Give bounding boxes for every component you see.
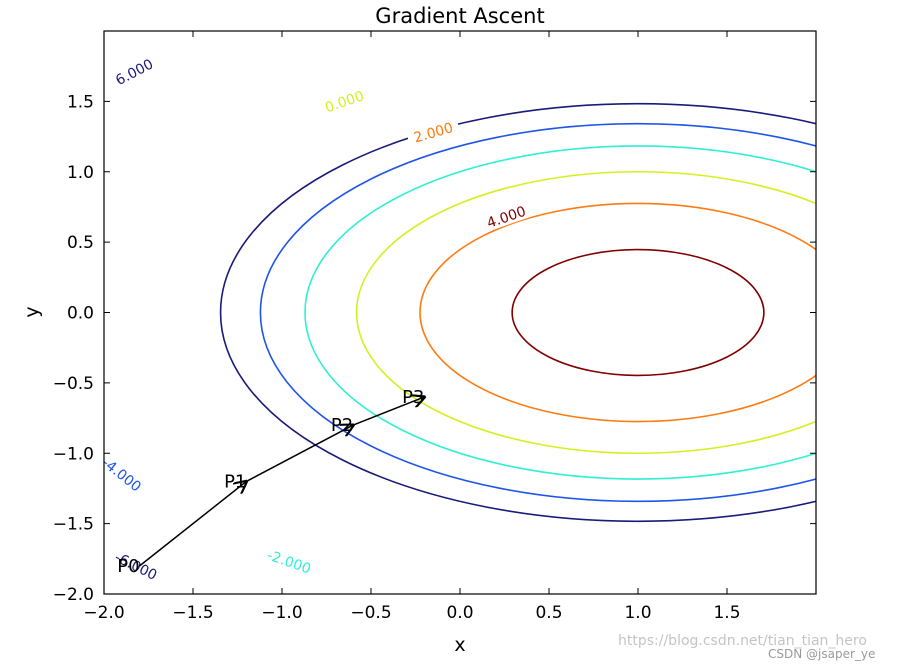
contour-line-5 — [511, 248, 765, 377]
gradient-ascent-point-labels: P0 P1 P2 P3 — [117, 387, 424, 577]
chart-title: Gradient Ascent — [375, 4, 544, 28]
contour-lines — [219, 102, 816, 523]
contour-label-2: 2.000 — [412, 120, 455, 146]
path-arrow-0 — [139, 481, 247, 567]
point-label-p1: P1 — [224, 471, 246, 492]
contour-line-1 — [259, 122, 816, 503]
contour-label-0: 6.000 — [113, 56, 156, 89]
x-axis-label: x — [454, 634, 465, 656]
path-arrow-1 — [246, 425, 353, 483]
contour-line-0 — [219, 102, 816, 523]
y-tick-label: 0.0 — [67, 304, 94, 324]
contour-label-3: 4.000 — [485, 204, 528, 232]
y-tick-label: −2.0 — [53, 585, 94, 605]
x-tick-label: −1.0 — [261, 603, 302, 623]
x-axis-ticks: −2.0 −1.5 −1.0 −0.5 0.0 0.5 1.0 1.5 — [83, 31, 741, 623]
x-tick-label: 1.0 — [624, 603, 651, 623]
contour-label-bg-1 — [317, 85, 372, 118]
watermark-url: https://blog.csdn.net/tian_tian_hero — [618, 633, 867, 649]
x-tick-label: 1.5 — [713, 603, 740, 623]
x-tick-label: −1.5 — [172, 603, 213, 623]
contour-label-bg-4 — [96, 451, 148, 497]
watermark-credit: CSDN @jsaper_ye — [768, 647, 876, 661]
contour-line-3 — [355, 170, 816, 455]
y-tick-label: 0.5 — [67, 233, 94, 253]
x-tick-label: 0.5 — [535, 603, 562, 623]
contour-label-5: -2.000 — [265, 548, 313, 578]
y-axis-label: y — [21, 306, 43, 317]
point-label-p0: P0 — [117, 556, 139, 577]
x-tick-label: −0.5 — [350, 603, 391, 623]
y-tick-label: −0.5 — [53, 374, 94, 394]
path-arrow-2 — [352, 397, 424, 426]
y-tick-label: −1.0 — [53, 444, 94, 464]
contour-label-bg-6 — [109, 547, 163, 585]
x-tick-label: −2.0 — [83, 603, 124, 623]
point-label-p3: P3 — [402, 387, 424, 408]
contour-label-bg-5 — [261, 545, 317, 578]
y-tick-label: 1.0 — [67, 163, 94, 183]
y-tick-label: 1.5 — [67, 92, 94, 112]
point-label-p2: P2 — [331, 415, 353, 436]
contour-label-bg-2 — [406, 117, 461, 148]
contour-label-4: -4.000 — [99, 455, 144, 496]
x-tick-label: 0.0 — [446, 603, 473, 623]
contour-label-bg-0 — [107, 52, 162, 91]
y-tick-label: −1.5 — [53, 515, 94, 535]
contour-line-4 — [419, 202, 816, 423]
gradient-ascent-path — [139, 397, 425, 567]
contour-label-bg-3 — [479, 200, 534, 233]
y-axis-ticks: −2.0 −1.5 −1.0 −0.5 0.0 0.5 1.0 1.5 — [53, 92, 816, 605]
contour-label-1: 0.000 — [323, 88, 366, 116]
contour-line-2 — [304, 145, 816, 480]
